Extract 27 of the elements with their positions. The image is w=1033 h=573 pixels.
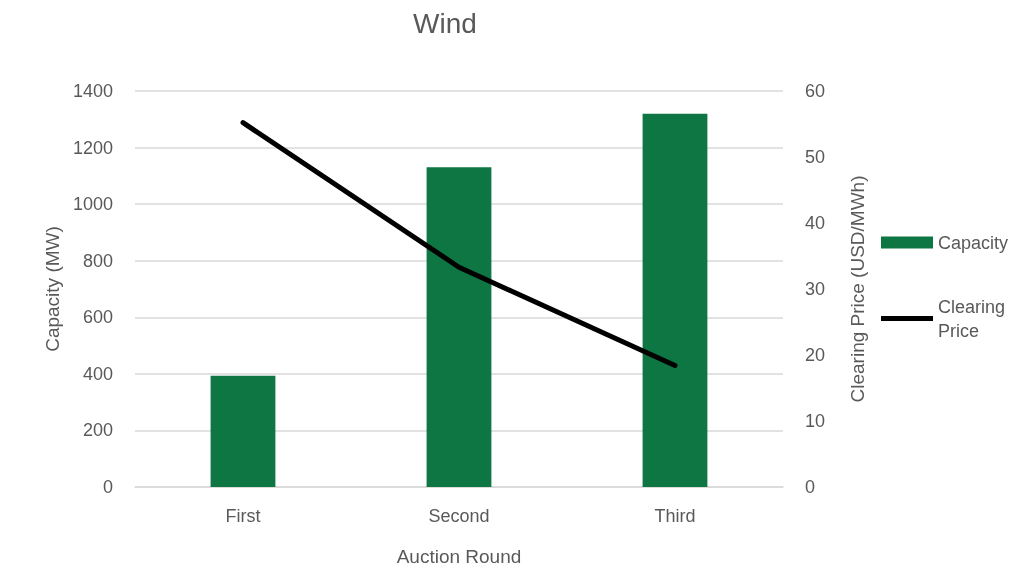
x-tick-label: First [225, 506, 261, 526]
bar [642, 113, 708, 487]
y-tick-label: 400 [82, 363, 113, 384]
y2-axis-title: Clearing Price (USD/MWh) [847, 175, 868, 403]
y2-tick-label: 50 [805, 147, 826, 167]
x-tick-label: Second [428, 506, 490, 526]
bar [426, 167, 492, 487]
y-tick-label: 1400 [72, 81, 113, 101]
bar [210, 375, 276, 487]
y2-tick-label: 40 [805, 213, 826, 233]
legend-label: Capacity [938, 232, 1009, 253]
y-tick-label: 200 [82, 420, 113, 441]
y-tick-label: 1200 [72, 137, 113, 158]
y2-tick-label: 0 [805, 477, 816, 497]
y2-tick-label: 30 [805, 279, 826, 299]
x-axis-title: Auction Round [396, 546, 522, 567]
y-tick-label: 600 [82, 307, 113, 328]
chart-title: Wind [413, 7, 477, 39]
y2-tick-label: 10 [805, 411, 826, 431]
y-tick-label: 800 [82, 250, 113, 271]
y2-tick-label: 20 [805, 345, 826, 365]
y-tick-label: 1000 [72, 194, 113, 215]
x-tick-label: Third [654, 506, 696, 526]
y-axis-title: Capacity (MW) [42, 226, 64, 352]
legend-label: Clearing Price [938, 296, 1011, 341]
y2-tick-label: 60 [805, 81, 826, 101]
y-tick-label: 0 [102, 477, 113, 497]
